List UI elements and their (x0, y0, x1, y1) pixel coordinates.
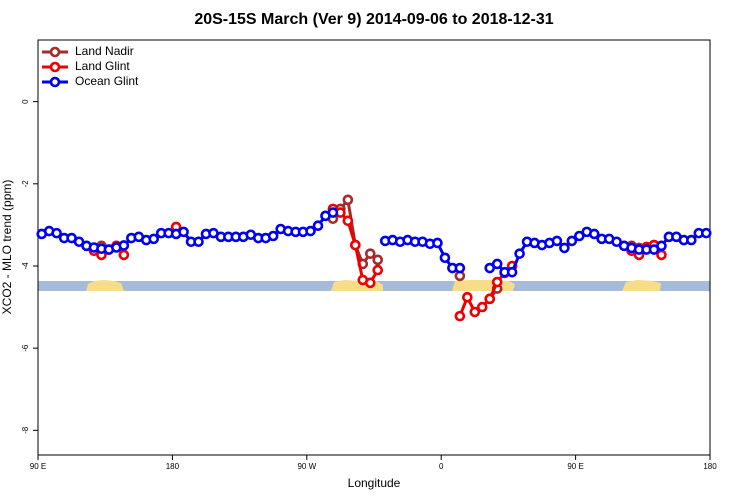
data-point (611, 236, 622, 248)
data-point (484, 293, 496, 305)
land-patch (622, 280, 661, 291)
data-point (551, 235, 563, 247)
data-point (686, 234, 697, 246)
data-point (656, 249, 667, 261)
y-axis-label: XCO2 - MLO trend (ppm) (0, 180, 14, 315)
data-point (312, 220, 324, 232)
y-tick-label: -4 (21, 262, 30, 270)
data-point (372, 264, 384, 276)
x-tick-label: 180 (166, 462, 180, 471)
land-patch (452, 280, 515, 291)
data-point (469, 306, 481, 318)
data-point (439, 252, 451, 264)
data-point (327, 207, 339, 218)
data-point (73, 236, 85, 248)
plot-frame (37, 39, 711, 456)
chart-title: 20S-15S March (Ver 9) 2014-09-06 to 2018… (194, 11, 553, 28)
data-point (118, 240, 130, 251)
data-point (559, 242, 570, 254)
data-point (51, 227, 62, 239)
data-point (364, 277, 376, 289)
data-point (193, 236, 204, 248)
legend-marker (49, 61, 61, 73)
data-point (118, 249, 130, 261)
data-point (656, 240, 667, 252)
data-point (700, 227, 712, 239)
legend-marker (49, 46, 61, 58)
data-point (566, 235, 578, 247)
data-point (148, 233, 160, 245)
data-point (484, 262, 496, 274)
y-tick-label: 0 (21, 99, 30, 104)
data-point (506, 266, 518, 278)
y-tick-label: -8 (21, 426, 30, 434)
data-point (454, 310, 466, 322)
data-point (491, 258, 503, 270)
x-axis-label: Longitude (348, 476, 401, 490)
data-point (454, 262, 466, 274)
data-point (342, 215, 354, 227)
data-point (342, 194, 354, 206)
x-tick-label: 90 W (297, 462, 316, 471)
data-point (432, 237, 443, 249)
data-point (462, 291, 473, 303)
data-point (267, 230, 279, 242)
x-tick-label: 0 (439, 462, 444, 471)
data-point (305, 225, 316, 237)
y-tick-label: -2 (21, 180, 30, 188)
data-point (491, 276, 503, 288)
data-point (514, 248, 525, 259)
data-point (350, 239, 361, 251)
data-point (372, 254, 384, 266)
legend-label: Land Nadir (75, 44, 134, 58)
legend-label: Ocean Glint (75, 74, 139, 88)
data-point (364, 248, 376, 259)
data-point (574, 230, 585, 242)
legend-label: Land Glint (75, 59, 130, 73)
y-tick-label: -6 (21, 344, 30, 352)
land-patch (86, 280, 124, 291)
data-point (588, 228, 600, 240)
data-point (178, 226, 189, 238)
data-point (476, 301, 488, 313)
legend-marker (49, 76, 61, 88)
x-tick-label: 90 E (30, 462, 46, 471)
x-tick-label: 90 E (567, 462, 583, 471)
x-tick-label: 180 (703, 462, 717, 471)
